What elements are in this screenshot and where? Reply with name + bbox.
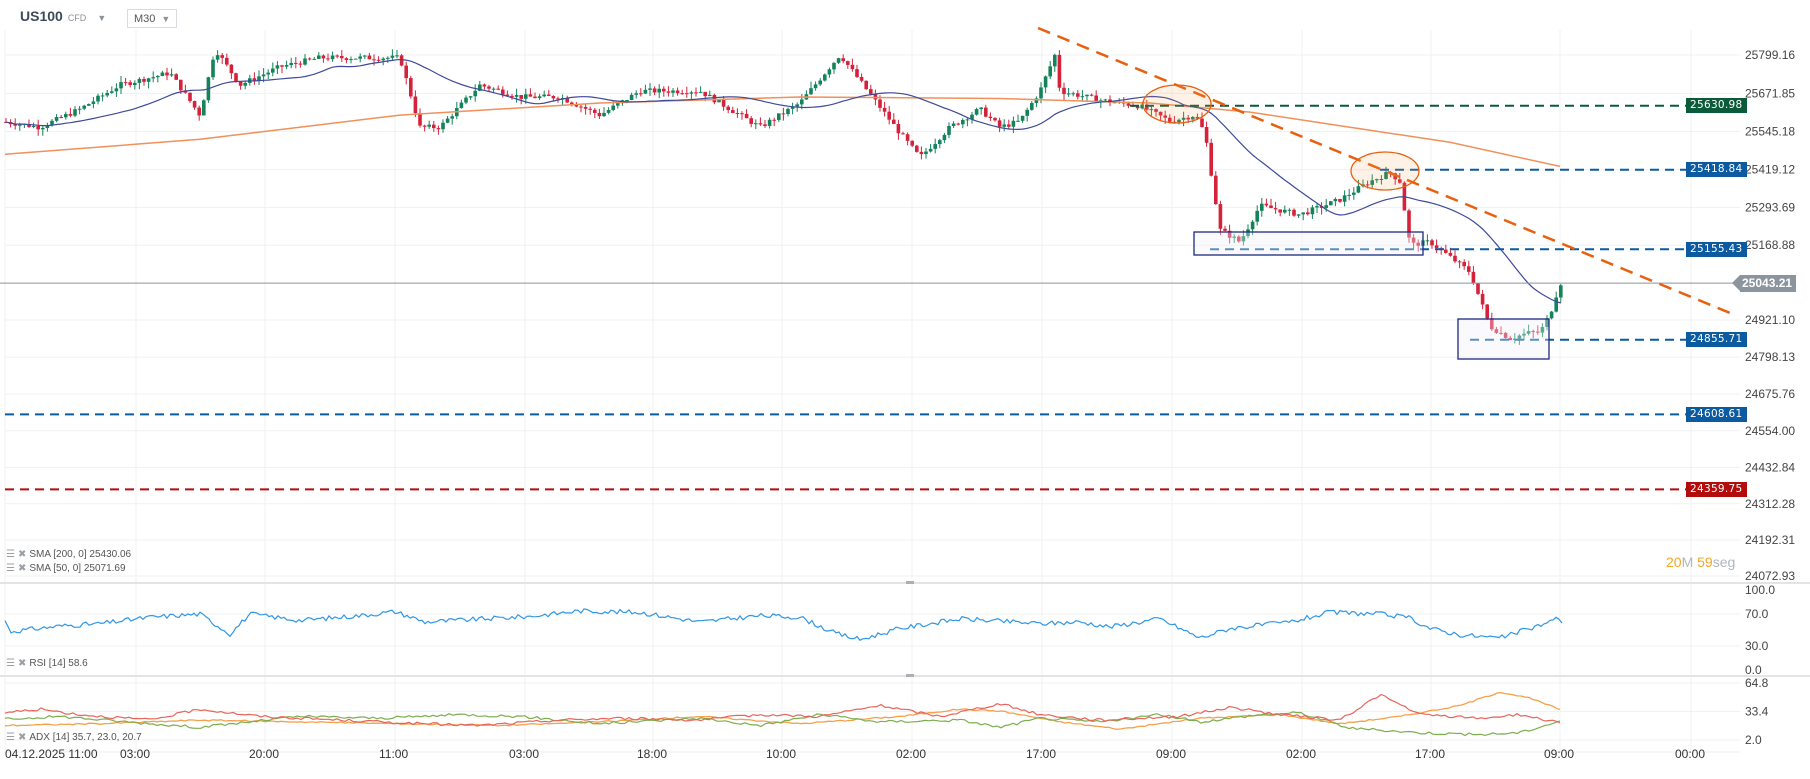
svg-text:25168.88: 25168.88 [1745,238,1795,252]
level-tag[interactable]: 25155.43 [1686,241,1747,257]
svg-text:64.8: 64.8 [1745,676,1769,690]
time-label: 17:00 [1415,747,1446,761]
svg-text:2.0: 2.0 [1745,733,1762,747]
time-label: 10:00 [766,747,797,761]
countdown-min-unit: M [1681,554,1694,570]
time-label: 09:00 [1544,747,1575,761]
symbol-selector[interactable]: US100 CFD ▼ [20,8,106,24]
svg-text:24312.28: 24312.28 [1745,497,1795,511]
time-label: 03:00 [120,747,151,761]
svg-text:25671.85: 25671.85 [1745,86,1795,100]
level-tag[interactable]: 24359.75 [1686,481,1747,497]
settings-menu-icon[interactable]: ☰ [6,658,15,669]
svg-text:33.4: 33.4 [1745,705,1769,719]
chevron-down-icon: ▼ [97,13,107,23]
level-tag[interactable]: 24608.61 [1686,406,1747,422]
settings-menu-icon[interactable]: ☰ [6,549,15,560]
time-label: 02:00 [1286,747,1317,761]
time-label: 04.12.2025 11:00 [5,747,98,761]
countdown-seconds: 59 [1697,554,1713,570]
close-icon[interactable]: ✖ [17,658,27,669]
time-label: 09:00 [1156,747,1187,761]
time-label: 18:00 [637,747,668,761]
time-label: 00:00 [1675,747,1706,761]
svg-text:24675.76: 24675.76 [1745,387,1795,401]
settings-menu-icon[interactable]: ☰ [6,732,15,743]
time-label: 02:00 [896,747,927,761]
legend-rsi-label: RSI [14] 58.6 [29,658,88,669]
close-icon[interactable]: ✖ [17,563,27,574]
svg-text:24192.31: 24192.31 [1745,533,1795,547]
svg-text:25293.69: 25293.69 [1745,201,1795,215]
symbol-type: CFD [67,13,87,23]
svg-text:25799.16: 25799.16 [1745,48,1795,62]
close-icon[interactable]: ✖ [17,549,27,560]
legend-rsi: ☰ ✖ RSI [14] 58.6 [6,658,88,669]
svg-text:100.0: 100.0 [1745,583,1775,597]
legend-sma200: ☰ ✖ SMA [200, 0] 25430.06 [6,549,131,560]
svg-text:25545.18: 25545.18 [1745,125,1795,139]
time-label: 03:00 [509,747,540,761]
time-label: 17:00 [1026,747,1057,761]
timeframe-label: M30 [134,12,156,25]
level-tag[interactable]: 25418.84 [1686,162,1747,178]
svg-text:24798.13: 24798.13 [1745,350,1795,364]
time-label: 11:00 [379,747,409,761]
level-tag[interactable]: 24855.71 [1686,332,1747,348]
svg-text:70.0: 70.0 [1745,607,1769,621]
svg-text:24921.10: 24921.10 [1745,313,1795,327]
svg-text:0.0: 0.0 [1745,663,1762,677]
countdown-minutes: 20 [1666,554,1682,570]
svg-text:24432.84: 24432.84 [1745,460,1795,474]
countdown-sec-unit: seg [1712,554,1736,570]
svg-text:30.0: 30.0 [1745,639,1769,653]
close-icon[interactable]: ✖ [17,732,27,743]
symbol-name: US100 [20,8,63,24]
current-price-tag: 25043.21 [1731,274,1797,292]
level-tag[interactable]: 25630.98 [1686,98,1747,114]
timeframe-selector[interactable]: M30 ▼ [127,9,178,28]
svg-text:25419.12: 25419.12 [1745,163,1795,177]
legend-adx: ☰ ✖ ADX [14] 35.7, 23.0, 20.7 [6,732,142,743]
svg-text:24554.00: 24554.00 [1745,424,1795,438]
candle-countdown: 20M 59seg [1666,554,1735,570]
svg-text:24072.93: 24072.93 [1745,569,1795,583]
legend-sma200-label: SMA [200, 0] 25430.06 [29,549,132,560]
chart-header: US100 CFD ▼ M30 ▼ [0,0,1810,28]
settings-menu-icon[interactable]: ☰ [6,563,15,574]
legend-sma50: ☰ ✖ SMA [50, 0] 25071.69 [6,563,126,574]
chevron-down-icon: ▼ [161,13,171,24]
legend-adx-label: ADX [14] 35.7, 23.0, 20.7 [29,732,142,743]
time-label: 20:00 [249,747,280,761]
legend-sma50-label: SMA [50, 0] 25071.69 [29,563,126,574]
